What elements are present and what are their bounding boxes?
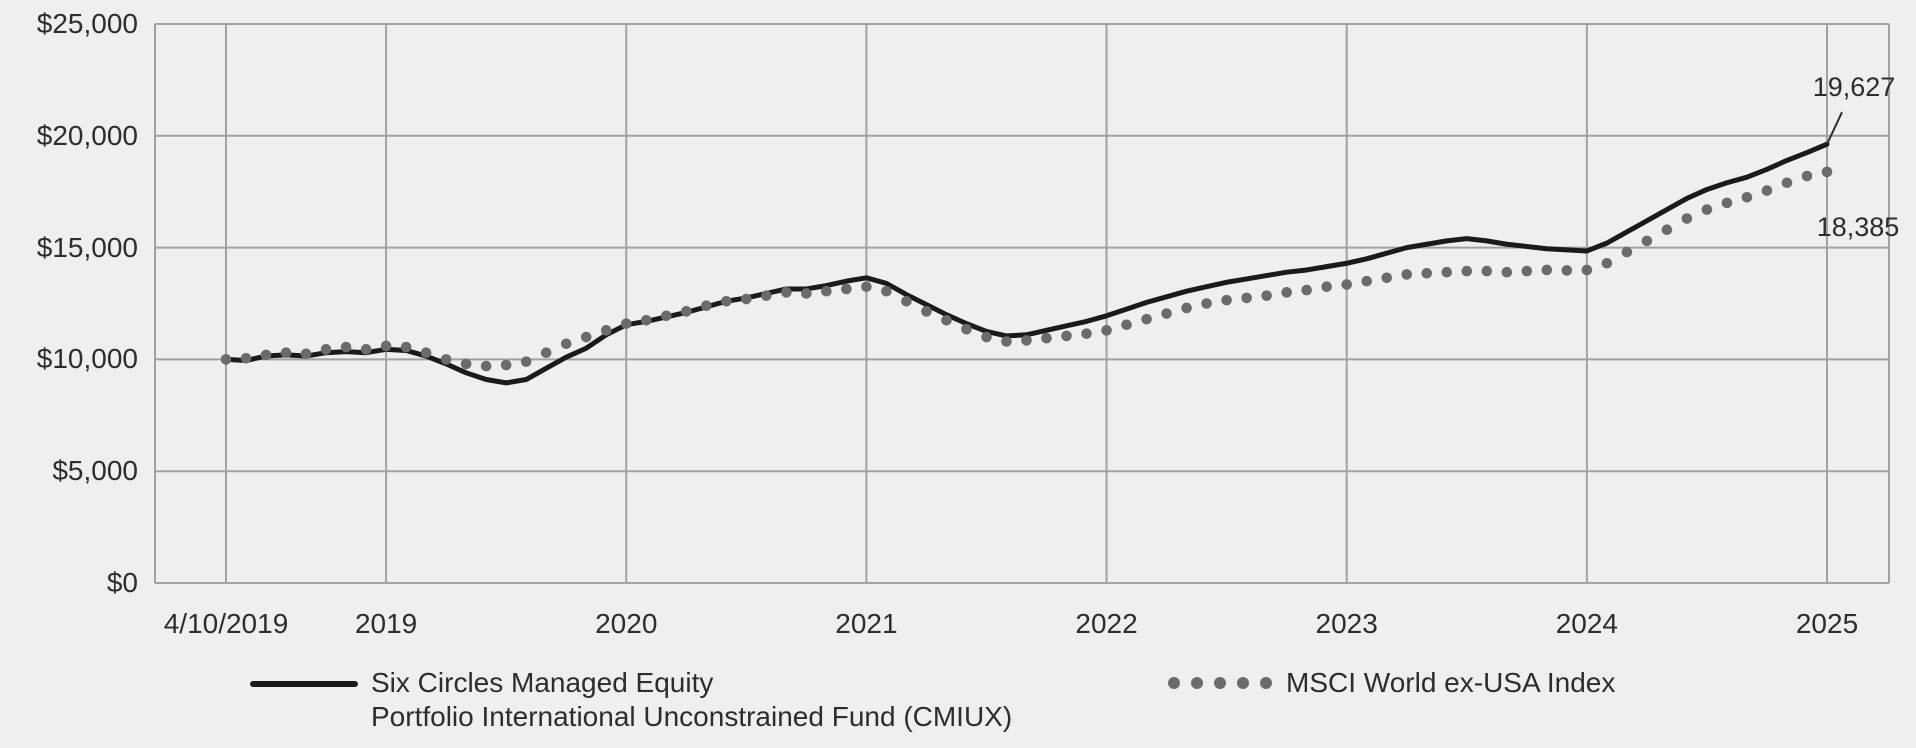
index-end-value-label: 18,385 (1816, 212, 1900, 242)
legend-item-index: MSCI World ex-USA Index (1168, 666, 1615, 700)
legend-fund-label-line1: Six Circles Managed Equity (371, 667, 714, 698)
x-tick-label-6: 2024 (1555, 608, 1618, 639)
legend-fund-label-line2: Portfolio International Unconstrained Fu… (371, 701, 1013, 732)
x-tick-label-5: 2023 (1315, 608, 1378, 639)
fund-line-swatch (250, 681, 358, 687)
x-tick-label-4: 2022 (1075, 608, 1138, 639)
x-tick-label-0: 4/10/2019 (163, 608, 289, 639)
x-tick-label-2: 2020 (595, 608, 658, 639)
legend-dot-icon (1260, 677, 1272, 689)
fund-end-value-label: 19,627 (1812, 72, 1896, 102)
x-tick-label-1: 2019 (354, 608, 418, 639)
legend-dot-icon (1214, 677, 1226, 689)
y-tick-label-0: $25,000 (36, 8, 138, 39)
legend-index-label: MSCI World ex-USA Index (1286, 667, 1616, 698)
y-tick-label-4: $5,000 (52, 455, 138, 487)
legend-dot-icon (1168, 677, 1180, 689)
y-tick-label-2: $15,000 (36, 231, 138, 263)
x-tick-label-3: 2021 (835, 608, 898, 639)
legend-dot-icon (1237, 677, 1249, 689)
y-tick-label-3: $10,000 (36, 343, 138, 375)
legend-fund-label: Six Circles Managed Equity Portfolio Int… (371, 666, 1012, 734)
index-dots-swatch (1168, 677, 1272, 689)
y-tick-label-1: $20,000 (36, 119, 138, 151)
y-tick-label-5: $0 (106, 567, 138, 598)
legend-dot-icon (1191, 677, 1203, 689)
legend-item-fund: Six Circles Managed Equity Portfolio Int… (250, 666, 1012, 734)
x-tick-label-7: 2025 (1795, 608, 1859, 639)
